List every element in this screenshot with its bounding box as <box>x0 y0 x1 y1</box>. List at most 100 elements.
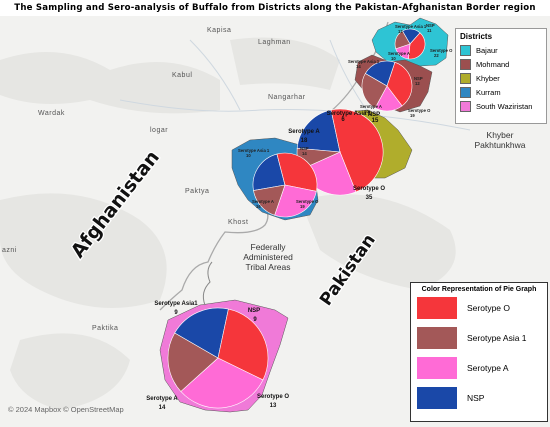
kurram-a-count: 16 <box>256 204 261 209</box>
legend-item-label: South Waziristan <box>476 101 533 111</box>
sw-o-label: Serotype O <box>257 394 289 400</box>
terrain-texture <box>0 37 456 410</box>
khyber-nsp-count: 15 <box>372 118 379 124</box>
label-kp-line1: Khyber <box>487 130 514 140</box>
sw-o-count: 13 <box>270 403 277 409</box>
district-legend-item: Kurram <box>456 85 546 99</box>
pie-slice-mohmand-serotype-o <box>386 61 413 107</box>
bajaur-o-count: 22 <box>434 53 439 58</box>
legend-swatch <box>460 44 471 56</box>
kurram-nsp-label: NSP <box>300 146 309 151</box>
sw-asia1-label: Serotype Asia1 <box>154 301 198 307</box>
kurram-asia1-count: 10 <box>246 153 251 158</box>
label-wardak: Wardak <box>38 110 65 117</box>
pie-slice-south-waziristan-nsp <box>174 307 229 359</box>
khyber-nsp-label: NSP <box>368 112 380 118</box>
mohmand-a-label: Serotype A <box>360 104 382 109</box>
sw-nsp-label: NSP <box>248 308 260 314</box>
legend-item-label: Mohmand <box>476 59 510 69</box>
pie-slice-south-waziristan-serotype-o <box>217 308 269 381</box>
label-fata-line3: Tribal Areas <box>245 262 290 272</box>
khyber-asia1-label: Serotype Asia 1 <box>327 111 372 117</box>
kurram-a-label: Serotype A <box>252 199 274 204</box>
khyber-o-count: 35 <box>366 195 373 201</box>
pie-slice-khyber-serotype-o <box>330 108 384 193</box>
mohmand-asia1-label: Serotype Asia 1 <box>348 59 380 64</box>
khyber-o-label: Serotype O <box>353 186 385 192</box>
label-kp-line2: Pakhtunkhwa <box>474 140 525 150</box>
label-khost: Khost <box>228 219 248 226</box>
kurram-nsp-count: 14 <box>302 151 307 156</box>
legend-swatch <box>460 72 471 84</box>
district-legend: Districts Bajaur Mohmand Khyber Kurram S… <box>455 28 547 124</box>
sw-a-label: Serotype A <box>146 396 178 402</box>
serotype-legend-item: Serotype O <box>411 293 547 323</box>
label-fata-line1: Federally <box>251 242 287 252</box>
bajaur-asia1-count: 12 <box>398 29 403 34</box>
figure-title: The Sampling and Sero-analysis of Buffal… <box>0 0 550 16</box>
pie-slice-south-waziristan-serotype-asia1 <box>167 332 219 392</box>
serotype-legend-item: Serotype A <box>411 353 547 383</box>
kurram-o-count: 19 <box>300 204 305 209</box>
legend-item-label: Khyber <box>476 73 500 83</box>
bajaur-asia1-label: Serotype Asia 1 <box>395 24 427 29</box>
sw-a-count: 14 <box>159 405 166 411</box>
pie-slice-khyber-nsp <box>296 109 341 153</box>
district-legend-item: Bajaur <box>456 43 546 57</box>
pie-slice-bajaur-serotype-asia1 <box>394 30 411 50</box>
mohmand-o-label: Serotype O <box>408 108 431 113</box>
label-fata-line2: Administered <box>243 252 293 262</box>
pie-charts <box>167 28 426 409</box>
bajaur-a-count: 10 <box>391 56 396 61</box>
serotype-legend-item: NSP <box>411 383 547 413</box>
pie-slice-south-waziristan-serotype-a <box>180 357 264 409</box>
legend-item-label: NSP <box>467 393 485 403</box>
rivers <box>119 39 471 131</box>
serotype-legend-item: Serotype Asia 1 <box>411 323 547 353</box>
legend-swatch <box>417 357 457 379</box>
khyber-a-label: Serotype A <box>288 129 320 135</box>
mohmand-asia1-count: 14 <box>356 64 361 69</box>
label-laghman: Laghman <box>258 39 291 46</box>
bajaur-nsp-label: NSP <box>426 23 435 28</box>
legend-item-label: Kurram <box>476 87 501 97</box>
legend-swatch <box>417 327 457 349</box>
sw-nsp-count: 9 <box>253 317 257 323</box>
pie-slice-kurram-nsp <box>252 153 286 191</box>
label-ghazni: azni <box>2 247 17 254</box>
label-paktika: Paktika <box>92 325 118 332</box>
map-attribution: © 2024 Mapbox © OpenStreetMap <box>8 405 124 414</box>
serotype-legend: Color Representation of Pie Graph Seroty… <box>410 282 548 422</box>
kurram-o-label: Serotype O <box>296 199 319 204</box>
district-legend-item: Mohmand <box>456 57 546 71</box>
bajaur-a-label: Serotype A <box>388 51 410 56</box>
boundary-road <box>202 261 213 306</box>
bajaur-nsp-count: 11 <box>427 28 432 33</box>
pie-slice-mohmand-serotype-asia1 <box>361 73 388 109</box>
legend-item-label: Serotype Asia 1 <box>467 333 527 343</box>
mohmand-o-count: 19 <box>410 113 415 118</box>
pie-slice-kurram-serotype-asia1 <box>253 184 286 216</box>
pie-labels: Serotype Asia 1 12 NSP 11 Serotype O 22 … <box>146 23 453 411</box>
label-kabul: Kabul <box>172 72 192 79</box>
district-legend-title: Districts <box>460 32 493 41</box>
district-legend-item: South Waziristan <box>456 99 546 113</box>
legend-swatch <box>417 297 457 319</box>
kurram-asia1-label: Serotype Asia 1 <box>238 148 270 153</box>
pie-slice-bajaur-serotype-o <box>408 32 426 60</box>
mohmand-nsp-label: NSP <box>414 76 423 81</box>
pie-slice-kurram-serotype-o <box>276 152 318 192</box>
label-kapisa: Kapisa <box>207 27 231 34</box>
pie-slice-kurram-serotype-a <box>274 184 317 218</box>
pie-slice-mohmand-nsp <box>364 60 396 87</box>
legend-item-label: Serotype O <box>467 303 510 313</box>
khyber-asia1-count: 6 <box>341 117 345 123</box>
legend-item-label: Serotype A <box>467 363 509 373</box>
serotype-legend-title: Color Representation of Pie Graph <box>421 286 537 293</box>
label-nangarhar: Nangarhar <box>268 94 306 101</box>
district-legend-item: Khyber <box>456 71 546 85</box>
mohmand-nsp-count: 12 <box>415 81 420 86</box>
legend-swatch <box>417 387 457 409</box>
mohmand-a-count: 10 <box>364 109 369 114</box>
